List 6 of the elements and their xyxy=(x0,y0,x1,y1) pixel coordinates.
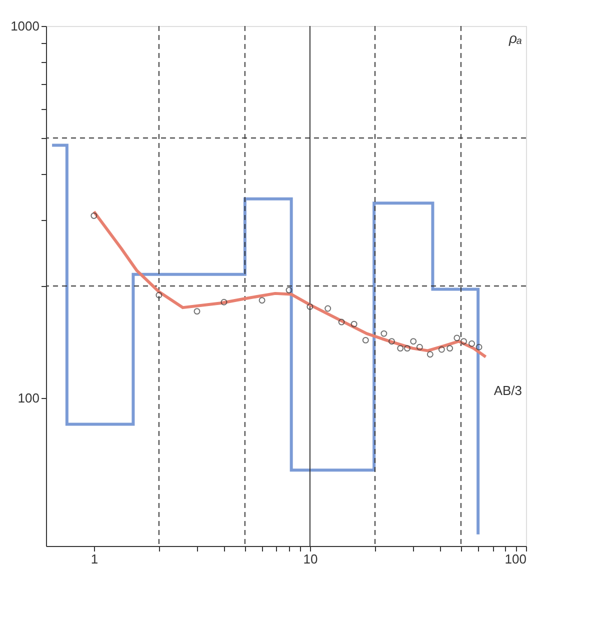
x-tick-label: 10 xyxy=(303,552,318,566)
x-tick-label: 1 xyxy=(90,552,98,566)
y-tick-label: 1000 xyxy=(10,18,40,34)
x-tick-label: 100 xyxy=(504,552,526,566)
x-axis-title: AB/3 xyxy=(494,382,522,398)
y-axis-title: ρₐ xyxy=(508,30,522,46)
